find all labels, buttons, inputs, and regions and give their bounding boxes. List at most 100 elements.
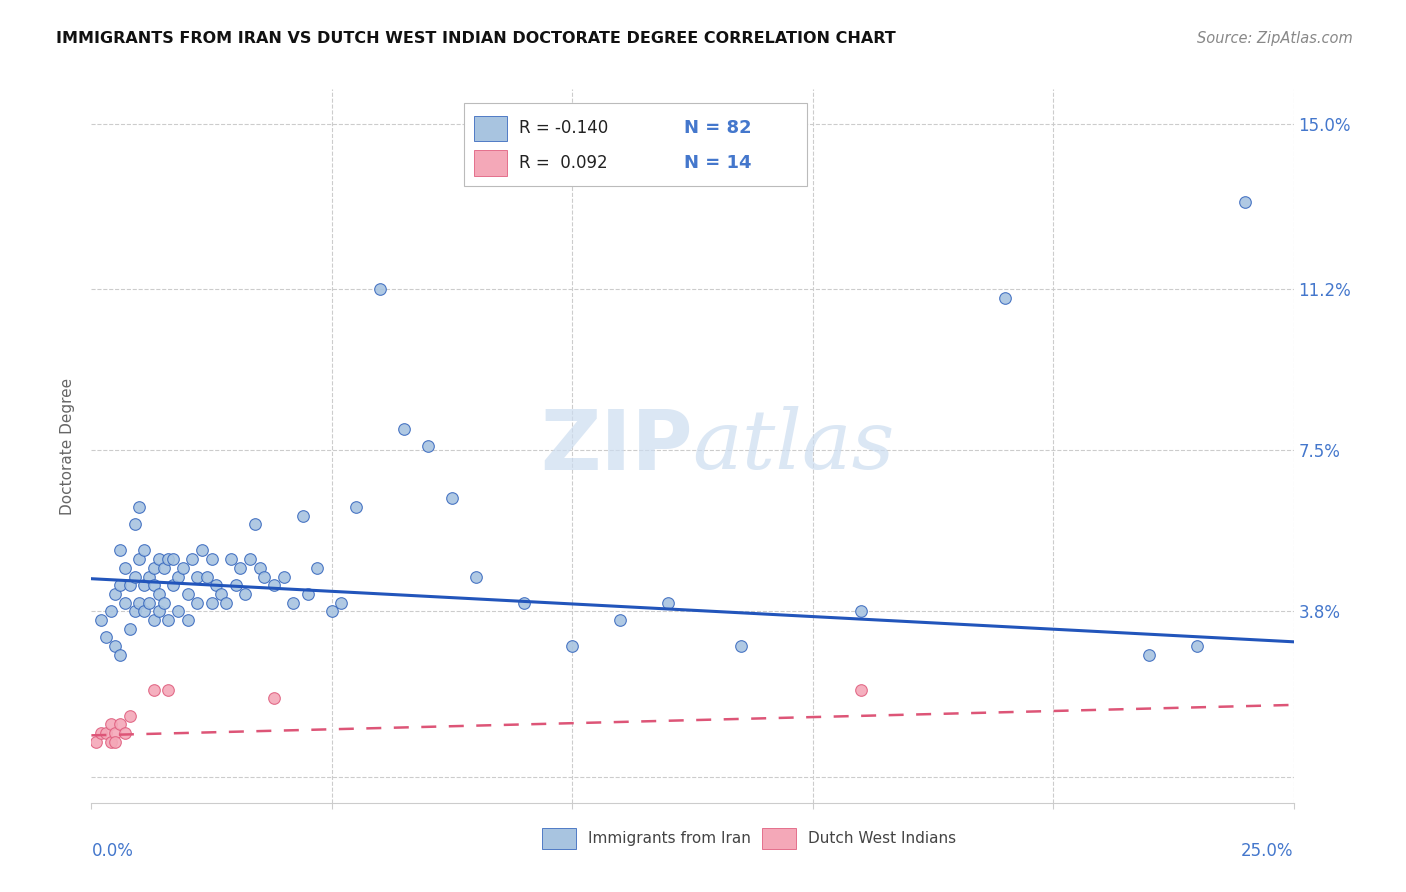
Point <box>124 604 146 618</box>
Point <box>176 613 198 627</box>
Point <box>273 569 295 583</box>
Point <box>142 578 165 592</box>
Point <box>94 726 117 740</box>
Point <box>138 569 160 583</box>
Point <box>321 604 343 618</box>
Point <box>157 613 180 627</box>
Point <box>657 596 679 610</box>
Point <box>186 569 208 583</box>
Text: N = 14: N = 14 <box>685 153 752 171</box>
Point <box>229 561 252 575</box>
Point <box>440 491 463 506</box>
Point <box>249 561 271 575</box>
Point <box>243 517 266 532</box>
Point <box>128 552 150 566</box>
Point <box>849 604 872 618</box>
Point <box>157 552 180 566</box>
Point <box>392 421 415 435</box>
Point <box>114 561 136 575</box>
Point <box>849 682 872 697</box>
Text: R =  0.092: R = 0.092 <box>519 153 607 171</box>
Text: 0.0%: 0.0% <box>91 842 134 860</box>
Bar <box>464 103 807 186</box>
Point <box>118 622 141 636</box>
Point <box>124 517 146 532</box>
Bar <box>474 116 508 141</box>
Point <box>100 717 122 731</box>
Text: atlas: atlas <box>692 406 894 486</box>
Point <box>330 596 353 610</box>
Point <box>201 552 224 566</box>
Point <box>609 613 631 627</box>
Point <box>233 587 256 601</box>
Point <box>104 587 127 601</box>
Point <box>148 604 170 618</box>
Bar <box>543 828 576 849</box>
Text: 25.0%: 25.0% <box>1241 842 1294 860</box>
Bar <box>474 150 508 176</box>
Point <box>128 500 150 514</box>
Point <box>110 578 132 592</box>
Point <box>84 735 107 749</box>
Point <box>416 439 439 453</box>
Point <box>114 596 136 610</box>
Point <box>128 596 150 610</box>
Point <box>148 552 170 566</box>
Point <box>167 604 190 618</box>
Point <box>104 735 127 749</box>
Point <box>148 587 170 601</box>
Text: Immigrants from Iran: Immigrants from Iran <box>588 831 751 846</box>
Point <box>142 682 165 697</box>
Text: R = -0.140: R = -0.140 <box>519 120 609 137</box>
Point <box>104 726 127 740</box>
Text: Source: ZipAtlas.com: Source: ZipAtlas.com <box>1197 31 1353 46</box>
Point <box>100 735 122 749</box>
Point <box>283 596 305 610</box>
Point <box>186 596 208 610</box>
Point <box>239 552 262 566</box>
Point <box>513 596 536 610</box>
Point <box>209 587 232 601</box>
Point <box>138 596 160 610</box>
Point <box>994 291 1017 305</box>
Bar <box>762 828 796 849</box>
Point <box>201 596 224 610</box>
Point <box>172 561 194 575</box>
Point <box>730 639 752 653</box>
Point <box>195 569 218 583</box>
Text: N = 82: N = 82 <box>685 120 752 137</box>
Point <box>162 578 184 592</box>
Point <box>368 282 391 296</box>
Point <box>291 508 314 523</box>
Point <box>307 561 329 575</box>
Point <box>124 569 146 583</box>
Point <box>263 578 285 592</box>
Text: ZIP: ZIP <box>540 406 692 486</box>
Point <box>176 587 198 601</box>
Point <box>110 648 132 662</box>
Point <box>253 569 276 583</box>
Point <box>90 726 112 740</box>
Point <box>191 543 214 558</box>
Point <box>104 639 127 653</box>
Point <box>162 552 184 566</box>
Point <box>181 552 204 566</box>
Point <box>465 569 488 583</box>
Point <box>205 578 228 592</box>
Text: IMMIGRANTS FROM IRAN VS DUTCH WEST INDIAN DOCTORATE DEGREE CORRELATION CHART: IMMIGRANTS FROM IRAN VS DUTCH WEST INDIA… <box>56 31 896 46</box>
Y-axis label: Doctorate Degree: Doctorate Degree <box>60 377 76 515</box>
Point <box>263 691 285 706</box>
Point <box>142 561 165 575</box>
Point <box>110 543 132 558</box>
Point <box>152 596 174 610</box>
Point <box>94 631 117 645</box>
Point <box>110 717 132 731</box>
Point <box>219 552 242 566</box>
Point <box>134 543 156 558</box>
Point <box>134 604 156 618</box>
Point <box>225 578 247 592</box>
Point <box>134 578 156 592</box>
Point <box>297 587 319 601</box>
Point <box>152 561 174 575</box>
Point <box>1234 195 1257 210</box>
